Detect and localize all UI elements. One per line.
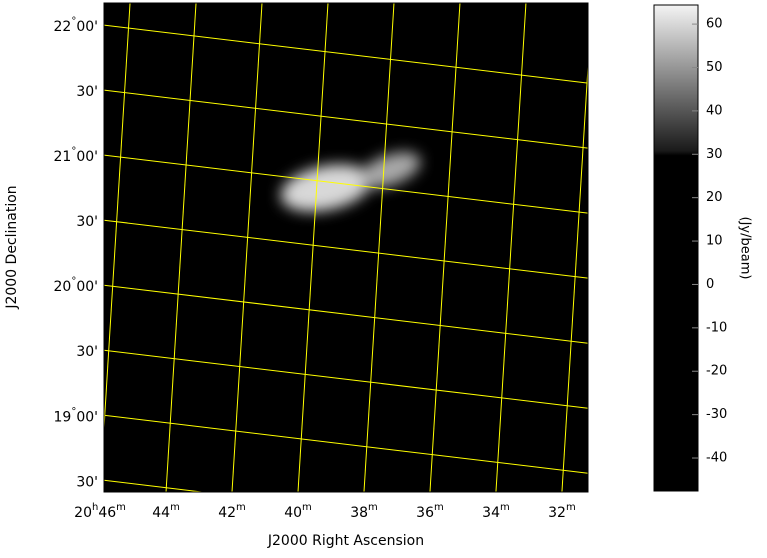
colorbar-tick-label: 40 [706,103,723,118]
colorbar-tick-label: 20 [706,190,723,205]
colorbar-tick-label: -40 [706,451,727,466]
x-tick-label: 36m [416,502,444,521]
chart: J2000 Right Ascension J2000 Declination … [0,0,767,558]
colorbar: (Jy/beam) 60 50 40 30 20 10 0 -10 -20 -30 -40 [654,5,753,491]
x-tick-label: 38m [350,502,378,521]
y-tick-label: 22°00' [54,16,99,35]
y-tick-label: 19°00' [54,406,99,425]
x-tick-label: 34m [482,502,510,521]
y-tick-label: 21°00' [54,146,99,165]
colorbar-tick-label: 10 [706,234,723,249]
y-tick-label: 20°00' [54,276,99,295]
y-tick-label: 30' [76,344,98,360]
colorbar-tick-label: 0 [706,277,714,292]
colorbar-tick-label: 30 [706,147,723,162]
y-tick-label: 30' [76,214,98,230]
image-background [104,3,588,492]
colorbar-label: (Jy/beam) [738,217,753,280]
x-axis-title: J2000 Right Ascension [267,533,424,549]
colorbar-tick-label: 50 [706,60,723,75]
colorbar-tick-label: -20 [706,364,727,379]
colorbar-tick-label: -10 [706,320,727,335]
x-tick-label: 42m [218,502,246,521]
y-axis-title: J2000 Declination [4,185,20,309]
colorbar-tick-label: 60 [706,17,723,32]
y-tick-label: 30' [76,474,98,490]
colorbar-tick-label: -30 [706,407,727,422]
x-tick-label: 32m [548,502,576,521]
y-tick-label: 30' [76,84,98,100]
x-tick-label: 40m [284,502,312,521]
x-tick-label: 20h46m [74,502,126,521]
colorbar-ramp [654,5,698,491]
x-tick-label: 44m [152,502,180,521]
